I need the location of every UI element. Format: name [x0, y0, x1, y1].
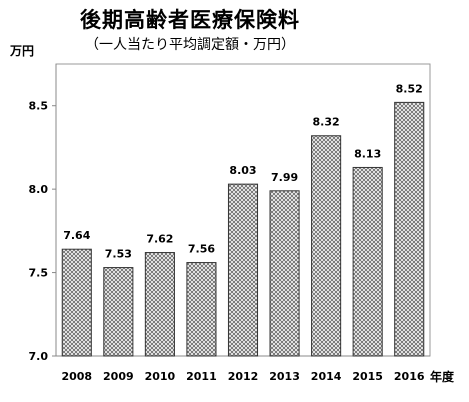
bar-value-label: 8.32 [313, 116, 340, 129]
bar-2014 [311, 135, 342, 357]
bars: 7.64 7.53 7.62 7.56 8.03 7.99 8.32 8.13 8.52 [61, 82, 425, 357]
bar-2015 [352, 166, 383, 357]
bar-2012 [227, 183, 259, 357]
bar-2009 [103, 267, 134, 357]
chart-title: 後期高齢者医療保険料 [80, 8, 300, 32]
bar-value-label: 7.64 [63, 229, 90, 242]
x-tick-label: 2014 [311, 370, 342, 383]
bar-value-label: 8.13 [354, 147, 381, 160]
y-tick-label: 7.0 [29, 350, 49, 363]
bar-2011 [186, 262, 217, 357]
y-axis-unit-label: 万円 [10, 44, 35, 58]
x-axis-unit-label: 年度 [430, 370, 455, 384]
x-tick-label: 2010 [145, 370, 176, 383]
bar-value-label: 8.03 [229, 164, 256, 177]
bar-value-label: 7.56 [188, 243, 215, 256]
x-tick-label: 2011 [186, 370, 217, 383]
bar-2016 [394, 101, 425, 357]
y-tick-label: 7.5 [29, 267, 49, 280]
y-tick-label: 8.0 [29, 183, 49, 196]
chart-subtitle: （一人当たり平均調定額・万円） [85, 37, 295, 53]
y-axis: 7.0 7.5 8.0 8.5 [29, 64, 57, 363]
x-tick-label: 2008 [61, 370, 92, 383]
bar-2008 [61, 248, 92, 357]
bar-value-label: 8.52 [396, 82, 423, 95]
x-tick-label: 2015 [352, 370, 383, 383]
bar-value-label: 7.99 [271, 171, 298, 184]
bar-2013 [269, 190, 300, 357]
x-tick-label: 2012 [228, 370, 259, 383]
bar-value-label: 7.62 [146, 233, 173, 246]
x-axis: 2008 2009 2010 2011 2012 2013 2014 2015 2016 [56, 355, 430, 383]
bar-value-label: 7.53 [105, 248, 132, 261]
bar-2010 [144, 252, 175, 357]
y-tick-label: 8.5 [29, 100, 49, 113]
x-tick-label: 2009 [103, 370, 134, 383]
x-tick-label: 2013 [269, 370, 300, 383]
x-tick-label: 2016 [394, 370, 425, 383]
